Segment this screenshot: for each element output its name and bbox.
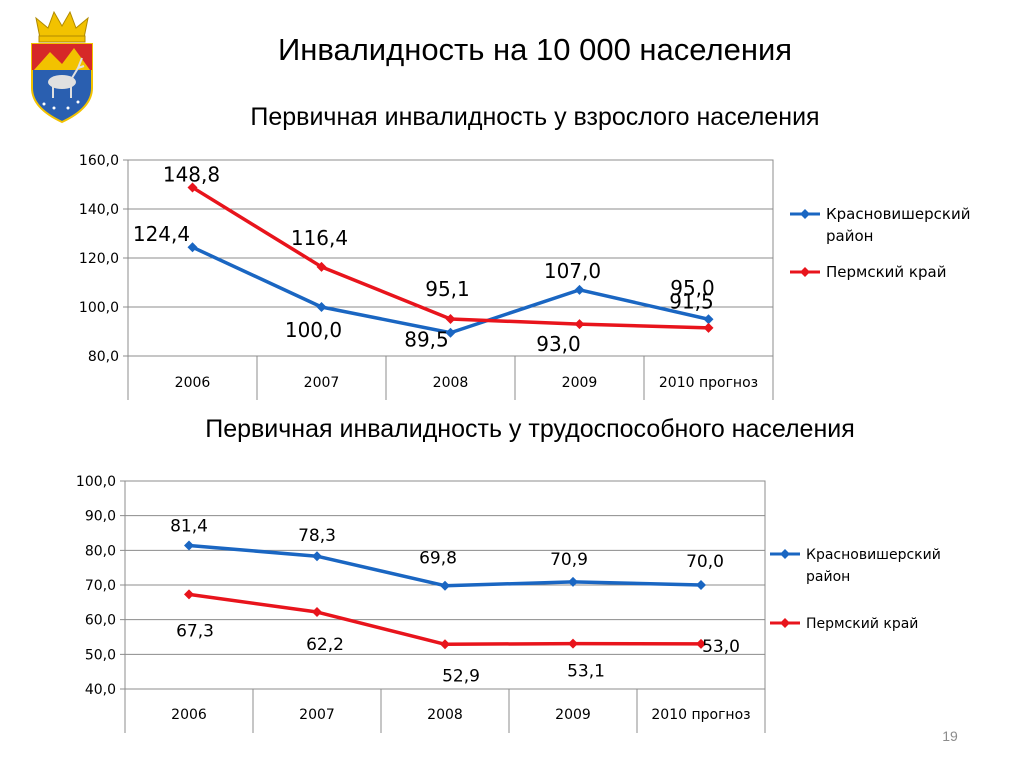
legend-swatch-marker: [780, 618, 790, 628]
data-label: 67,3: [176, 621, 214, 641]
y-tick-label: 40,0: [85, 682, 116, 698]
x-tick-label: 2006: [175, 375, 211, 391]
data-label: 62,2: [306, 635, 344, 655]
data-label: 70,0: [686, 552, 724, 572]
legend-label: Красновишерский район: [826, 205, 970, 245]
data-point: [440, 580, 450, 591]
y-tick-label: 90,0: [85, 509, 116, 525]
data-point: [187, 182, 198, 193]
x-tick-label: 2010 прогноз: [659, 375, 758, 391]
y-tick-label: 120,0: [79, 251, 119, 267]
data-point: [445, 314, 456, 325]
data-label: 95,1: [425, 277, 470, 301]
data-label: 70,9: [550, 550, 588, 570]
x-tick-label: 2007: [299, 707, 335, 723]
data-label: 116,4: [291, 226, 348, 250]
data-label: 107,0: [544, 259, 601, 283]
data-point: [445, 327, 456, 338]
legend-swatch-marker: [800, 267, 810, 277]
data-point: [184, 540, 194, 551]
x-tick-label: 2009: [562, 375, 598, 391]
data-point: [187, 242, 198, 253]
y-tick-label: 160,0: [79, 153, 119, 169]
data-point: [312, 607, 322, 618]
data-point: [184, 589, 194, 600]
data-label: 93,0: [536, 332, 581, 356]
x-tick-label: 2009: [555, 707, 591, 723]
data-point: [703, 322, 714, 333]
data-label: 91,5: [669, 289, 714, 313]
y-tick-label: 50,0: [85, 647, 116, 663]
y-tick-label: 80,0: [85, 543, 116, 559]
x-tick-label: 2010 прогноз: [651, 707, 750, 723]
x-tick-label: 2008: [433, 375, 469, 391]
data-point: [696, 580, 706, 590]
coat-of-arms-icon: [31, 10, 93, 124]
y-tick-label: 70,0: [85, 578, 116, 594]
data-label: 95,0: [670, 276, 715, 300]
chart-title-adult: Первичная инвалидность у взрослого насел…: [250, 103, 820, 131]
page-title: Инвалидность на 10 000 населения: [277, 32, 793, 67]
data-point: [696, 638, 706, 649]
y-tick-label: 100,0: [79, 300, 119, 316]
data-label: 78,3: [298, 526, 336, 546]
x-tick-label: 2008: [427, 707, 463, 723]
data-label: 52,9: [442, 666, 480, 686]
page-number: 19: [942, 728, 958, 744]
data-label: 89,5: [404, 328, 449, 352]
legend-label: Пермский край: [826, 263, 946, 281]
y-tick-label: 100,0: [76, 474, 116, 490]
data-label: 69,8: [419, 549, 457, 569]
x-tick-label: 2006: [171, 707, 207, 723]
legend-swatch-marker: [800, 209, 810, 219]
data-point: [703, 314, 714, 325]
data-point: [574, 319, 585, 330]
chart-title-working-age: Первичная инвалидность у трудоспособного…: [205, 415, 855, 443]
legend-label: Пермский край: [806, 616, 918, 632]
data-label: 148,8: [163, 162, 220, 186]
data-point: [312, 551, 322, 562]
legend-swatch-marker: [780, 549, 790, 559]
data-label: 53,0: [702, 637, 740, 657]
data-label: 53,1: [567, 662, 605, 682]
data-point: [316, 302, 327, 312]
data-point: [440, 639, 450, 650]
legend-label: Красновишерский район: [806, 547, 941, 585]
data-point: [316, 261, 327, 272]
data-point: [568, 638, 578, 649]
data-point: [568, 576, 578, 587]
data-label: 124,4: [133, 222, 190, 246]
y-tick-label: 60,0: [85, 613, 116, 629]
data-label: 100,0: [285, 318, 342, 342]
x-tick-label: 2007: [304, 375, 340, 391]
y-tick-label: 80,0: [88, 349, 119, 365]
y-tick-label: 140,0: [79, 202, 119, 218]
data-label: 81,4: [170, 516, 208, 536]
data-point: [574, 284, 585, 295]
